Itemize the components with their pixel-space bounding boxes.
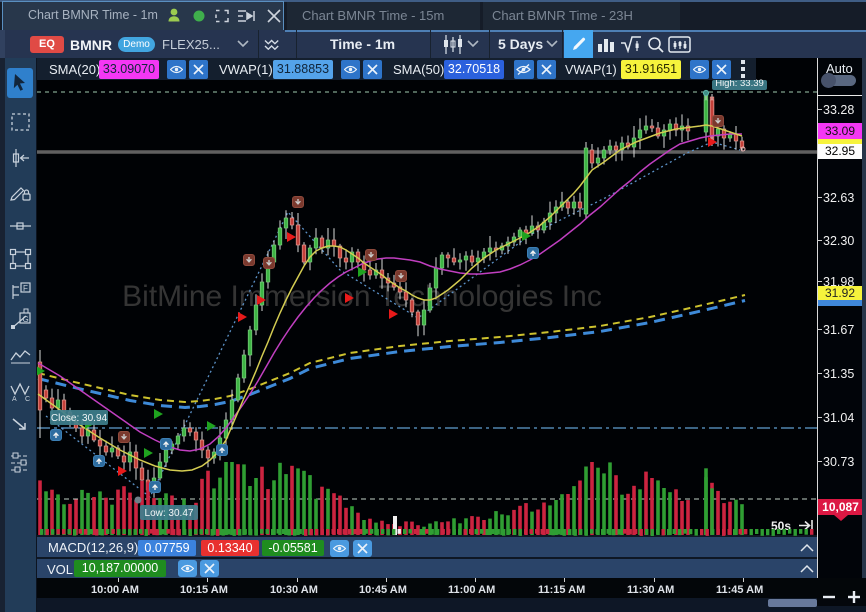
svg-text:F: F [23, 284, 28, 293]
svg-text:Low: 30.47: Low: 30.47 [145, 508, 194, 519]
svg-text:High: 33.39: High: 33.39 [715, 78, 764, 89]
svg-text:C: C [25, 396, 30, 403]
svg-text:A: A [12, 396, 17, 403]
svg-text:G: G [23, 315, 29, 324]
svg-text:Close: 30.94: Close: 30.94 [51, 413, 108, 424]
svg-text:50s: 50s [771, 519, 791, 533]
svg-text:BitMine Immersion Technologies: BitMine Immersion Technologies Inc [122, 280, 602, 313]
